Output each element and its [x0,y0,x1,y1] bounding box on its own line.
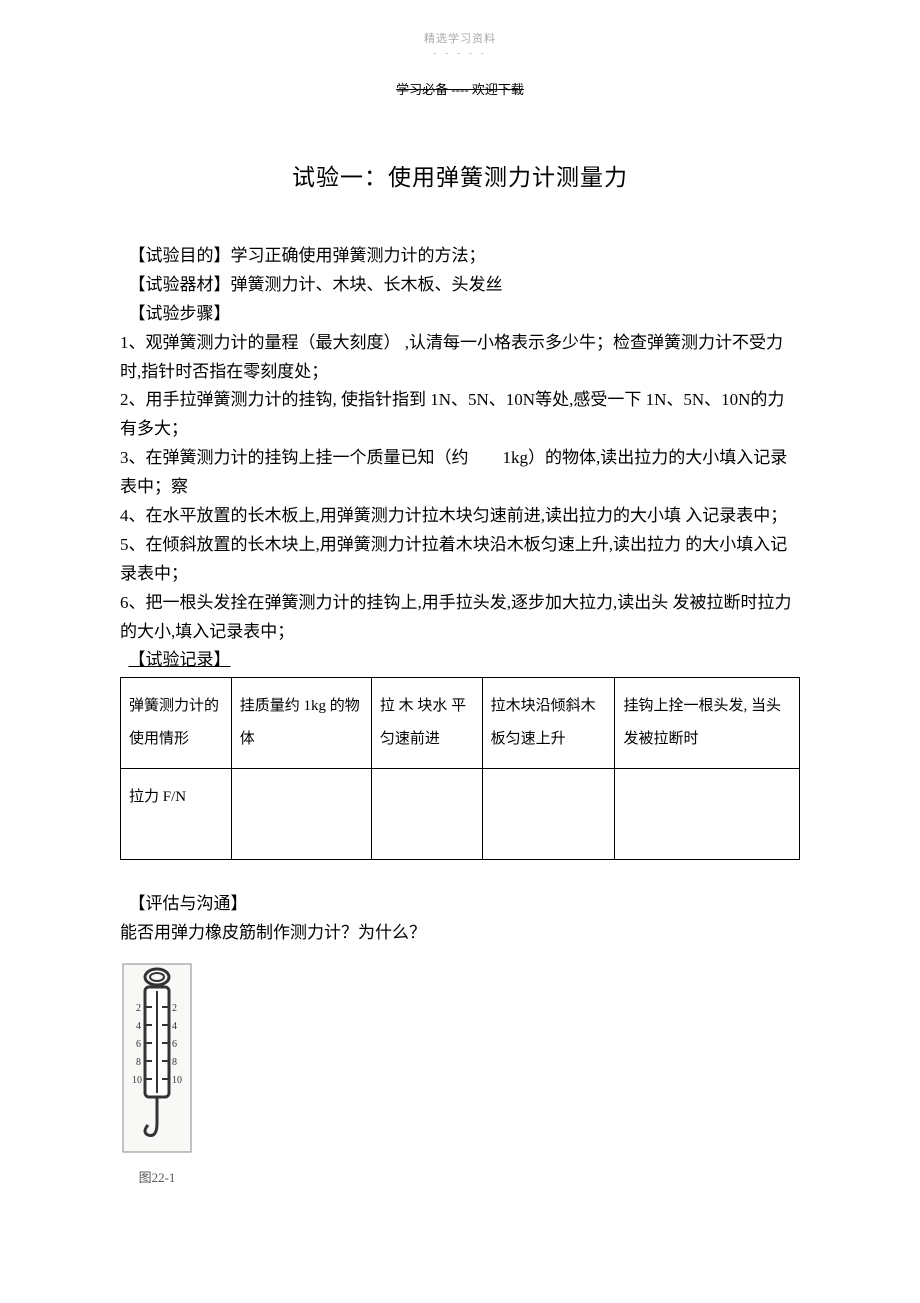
svg-text:6: 6 [172,1039,177,1050]
svg-text:10: 10 [172,1075,182,1086]
svg-text:2: 2 [136,1003,141,1014]
svg-text:2: 2 [172,1003,177,1014]
header-sub: 学习必备 ---- 欢迎下载 [120,79,800,98]
eval-label: 【评估与沟通】 [120,890,800,919]
step-5: 5、在倾斜放置的长木块上,用弹簧测力计拉着木块沿木板匀速上升,读出拉力 的大小填… [120,531,800,589]
purpose-line: 【试验目的】学习正确使用弹簧测力计的方法； [120,242,800,271]
header-top: 精选学习资料 [120,30,800,46]
table-cell [371,769,482,860]
table-row: 弹簧测力计的使用情形 挂质量约 1kg 的物体 拉 木 块水 平匀速前进 拉木块… [121,678,800,769]
purpose-text: 学习正确使用弹簧测力计的方法； [231,246,486,265]
table-cell: 拉 木 块水 平匀速前进 [371,678,482,769]
page-title: 试验一：使用弹簧测力计测量力 [120,158,800,192]
table-cell [615,769,800,860]
step-6: 6、把一根头发拴在弹簧测力计的挂钩上,用手拉头发,逐步加大拉力,读出头 发被拉断… [120,589,800,647]
equipment-label: 【试验器材】 [129,275,231,294]
step-1: 1、观弹簧测力计的量程（最大刻度） ,认清每一小格表示多少牛；检查弹簧测力计不受… [120,329,800,387]
step-4: 4、在水平放置的长木板上,用弹簧测力计拉木块匀速前进,读出拉力的大小填 入记录表… [120,502,800,531]
purpose-label: 【试验目的】 [129,246,231,265]
table-cell: 拉力 F/N [121,769,232,860]
table-cell [231,769,371,860]
svg-text:8: 8 [172,1057,177,1068]
table-cell [482,769,615,860]
table-cell: 挂钩上拴一根头发, 当头发被拉断时 [615,678,800,769]
header-dashes: - - - - - [120,48,800,59]
step-2: 2、用手拉弹簧测力计的挂钩, 使指针指到 1N、5N、10N等处,感受一下 1N… [120,386,800,444]
table-cell: 挂质量约 1kg 的物体 [231,678,371,769]
svg-text:10: 10 [132,1075,142,1086]
step-3: 3、在弹簧测力计的挂钩上挂一个质量已知（约 1kg）的物体,读出拉力的大小填入记… [120,444,800,502]
figure-caption: 图22-1 [122,1167,192,1189]
equipment-line: 【试验器材】弹簧测力计、木块、长木板、头发丝 [120,271,800,300]
page-container: 精选学习资料 - - - - - 学习必备 ---- 欢迎下载 试验一：使用弹簧… [0,0,920,1303]
content-body: 【试验目的】学习正确使用弹簧测力计的方法； 【试验器材】弹簧测力计、木块、长木板… [120,242,800,1189]
steps-label: 【试验步骤】 [120,300,800,329]
record-table: 弹簧测力计的使用情形 挂质量约 1kg 的物体 拉 木 块水 平匀速前进 拉木块… [120,677,800,860]
svg-text:8: 8 [136,1057,141,1068]
eval-text: 能否用弹力橡皮筋制作测力计？为什么？ [120,919,800,948]
table-row: 拉力 F/N [121,769,800,860]
table-cell: 拉木块沿倾斜木板匀速上升 [482,678,615,769]
equipment-text: 弹簧测力计、木块、长木板、头发丝 [231,275,503,294]
spring-dynamometer-figure: 2 4 6 8 10 2 4 6 8 10 图22-1 [122,963,800,1189]
svg-text:6: 6 [136,1039,141,1050]
table-cell: 弹簧测力计的使用情形 [121,678,232,769]
dynamometer-icon: 2 4 6 8 10 2 4 6 8 10 [122,963,192,1153]
svg-text:4: 4 [136,1021,141,1032]
svg-text:4: 4 [172,1021,177,1032]
record-label: 【试验记录】 [120,646,231,675]
